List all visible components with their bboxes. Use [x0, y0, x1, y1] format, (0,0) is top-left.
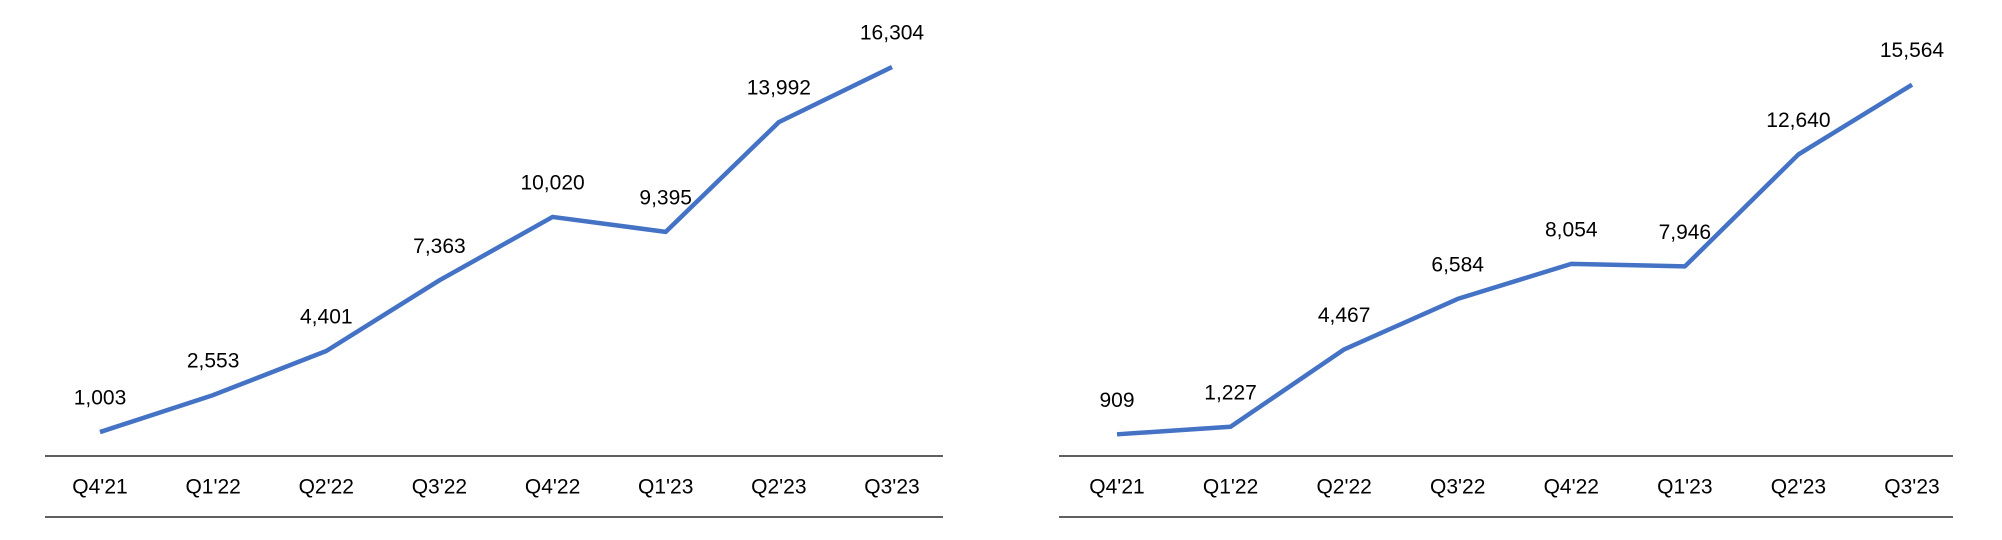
x-tick-label: Q3'22	[412, 476, 467, 499]
data-label: 7,363	[413, 235, 466, 258]
x-tick-label: Q3'23	[1884, 476, 1939, 499]
data-label: 6,584	[1431, 253, 1484, 276]
data-label: 7,946	[1659, 221, 1712, 244]
data-label: 909	[1099, 389, 1134, 412]
x-tick-label: Q4'21	[72, 476, 127, 499]
data-label: 15,564	[1880, 39, 1945, 62]
data-label: 1,227	[1204, 381, 1257, 404]
x-tick-label: Q1'23	[1657, 476, 1712, 499]
data-label: 1,003	[74, 387, 127, 410]
x-tick-label: Q1'22	[1203, 476, 1258, 499]
data-label: 12,640	[1766, 109, 1830, 132]
data-label: 16,304	[860, 22, 925, 45]
x-tick-label: Q2'23	[1771, 476, 1826, 499]
line	[99, 64, 893, 435]
x-tick-label: Q2'22	[299, 476, 354, 499]
data-label: 4,401	[300, 306, 353, 329]
x-tick-label: Q1'22	[185, 476, 240, 499]
data-label: 2,553	[187, 350, 240, 373]
x-tick-label: Q3'22	[1430, 476, 1485, 499]
data-label: 9,395	[639, 186, 692, 209]
x-tick-label: Q2'23	[751, 476, 806, 499]
x-tick-label: Q1'23	[638, 476, 693, 499]
line	[1116, 82, 1914, 437]
x-tick-label: Q4'21	[1089, 476, 1144, 499]
data-label: 10,020	[520, 171, 584, 194]
x-tick-label: Q4'22	[1544, 476, 1599, 499]
data-label: 13,992	[747, 77, 811, 100]
x-tick-label: Q2'22	[1316, 476, 1371, 499]
data-label: 4,467	[1318, 304, 1371, 327]
x-tick-label: Q4'22	[525, 476, 580, 499]
x-tick-label: Q3'23	[864, 476, 919, 499]
data-label: 8,054	[1545, 218, 1598, 241]
